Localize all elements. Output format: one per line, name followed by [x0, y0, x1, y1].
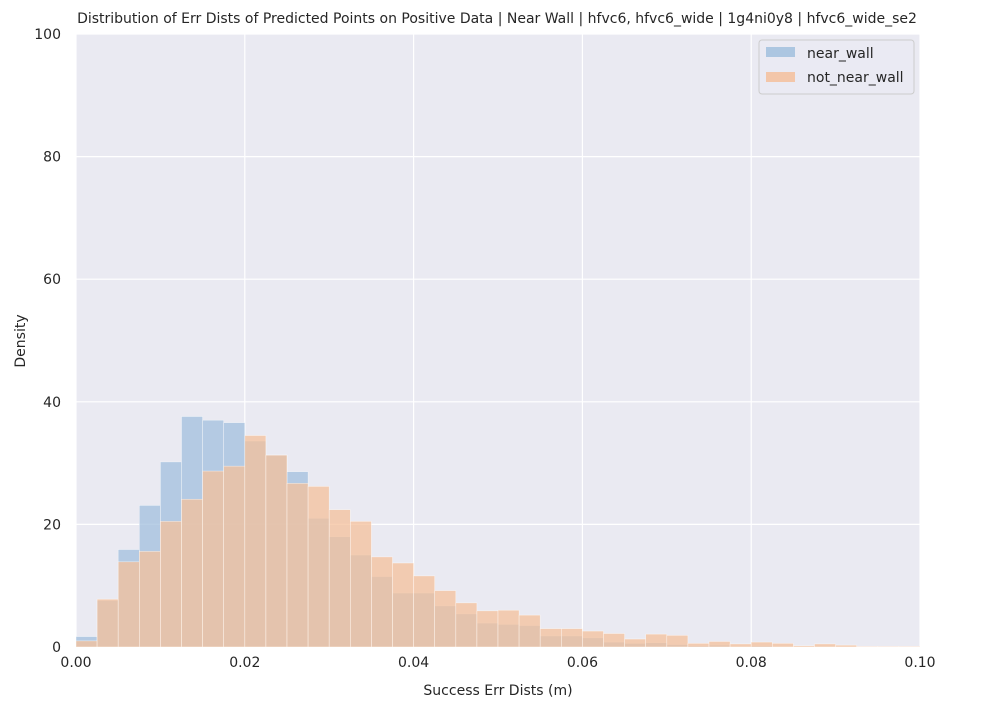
- bar-not-near-wall: [328, 509, 351, 648]
- bar-not-near-wall: [392, 562, 414, 648]
- bar-not-near-wall: [898, 646, 921, 648]
- bar-not-near-wall: [349, 521, 372, 648]
- y-tick-label: 60: [43, 272, 61, 288]
- y-tick-labels: 0 20 40 60 80 100: [34, 27, 61, 656]
- y-axis-label: Density: [13, 314, 29, 367]
- legend-label-near-wall: near_wall: [807, 46, 874, 62]
- bar-not-near-wall: [265, 454, 288, 648]
- bar-not-near-wall: [160, 521, 182, 648]
- legend-swatch-near-wall: [766, 47, 795, 57]
- bar-not-near-wall: [771, 643, 794, 648]
- bar-not-near-wall: [244, 435, 267, 648]
- bar-not-near-wall: [223, 465, 246, 648]
- x-tick-label: 0.06: [567, 655, 598, 671]
- bar-not-near-wall: [814, 643, 836, 648]
- bar-not-near-wall: [835, 644, 857, 648]
- bar-not-near-wall: [645, 633, 668, 648]
- bar-not-near-wall: [434, 590, 457, 648]
- bar-not-near-wall: [582, 630, 604, 648]
- bar-not-near-wall: [560, 628, 583, 648]
- bars: [75, 416, 921, 648]
- bar-not-near-wall: [539, 628, 562, 648]
- bar-not-near-wall: [497, 609, 520, 648]
- y-tick-label: 0: [52, 640, 61, 656]
- bar-not-near-wall: [518, 614, 541, 648]
- legend-frame: [758, 39, 915, 95]
- bar-not-near-wall: [708, 641, 731, 648]
- bar-not-near-wall: [371, 556, 393, 648]
- bar-not-near-wall: [687, 643, 710, 648]
- bar-not-near-wall: [117, 561, 140, 648]
- legend-label-not-near-wall: not_near_wall: [807, 70, 904, 86]
- bar-not-near-wall: [603, 633, 625, 648]
- bar-not-near-wall: [96, 598, 119, 648]
- x-tick-label: 0.00: [60, 655, 91, 671]
- legend-swatch-not-near-wall: [766, 72, 795, 82]
- bar-not-near-wall: [856, 646, 879, 648]
- y-tick-label: 100: [34, 27, 61, 43]
- y-tick-label: 80: [43, 150, 61, 166]
- bar-not-near-wall: [286, 483, 309, 648]
- bar-not-near-wall: [750, 641, 773, 648]
- bar-not-near-wall: [75, 640, 98, 648]
- bar-not-near-wall: [181, 498, 203, 648]
- bar-not-near-wall: [139, 551, 161, 648]
- x-tick-label: 0.04: [398, 655, 429, 671]
- bar-not-near-wall: [624, 638, 646, 648]
- x-tick-labels: 0.00 0.02 0.04 0.06 0.08 0.10: [60, 655, 935, 671]
- y-tick-label: 20: [43, 517, 61, 533]
- bar-not-near-wall: [413, 575, 436, 648]
- bar-not-near-wall: [455, 602, 478, 648]
- x-axis-label: Success Err Dists (m): [423, 683, 572, 699]
- bar-not-near-wall: [476, 610, 499, 648]
- chart-title: Distribution of Err Dists of Predicted P…: [77, 11, 917, 27]
- bar-not-near-wall: [666, 635, 689, 648]
- bar-not-near-wall: [877, 646, 900, 648]
- legend: near_wall not_near_wall: [758, 39, 915, 95]
- bar-not-near-wall: [307, 486, 330, 648]
- x-tick-label: 0.10: [904, 655, 935, 671]
- y-tick-label: 40: [43, 395, 61, 411]
- x-tick-label: 0.02: [229, 655, 260, 671]
- bar-not-near-wall: [793, 645, 815, 648]
- bar-not-near-wall: [202, 470, 225, 648]
- bar-not-near-wall: [729, 643, 752, 648]
- x-tick-label: 0.08: [736, 655, 767, 671]
